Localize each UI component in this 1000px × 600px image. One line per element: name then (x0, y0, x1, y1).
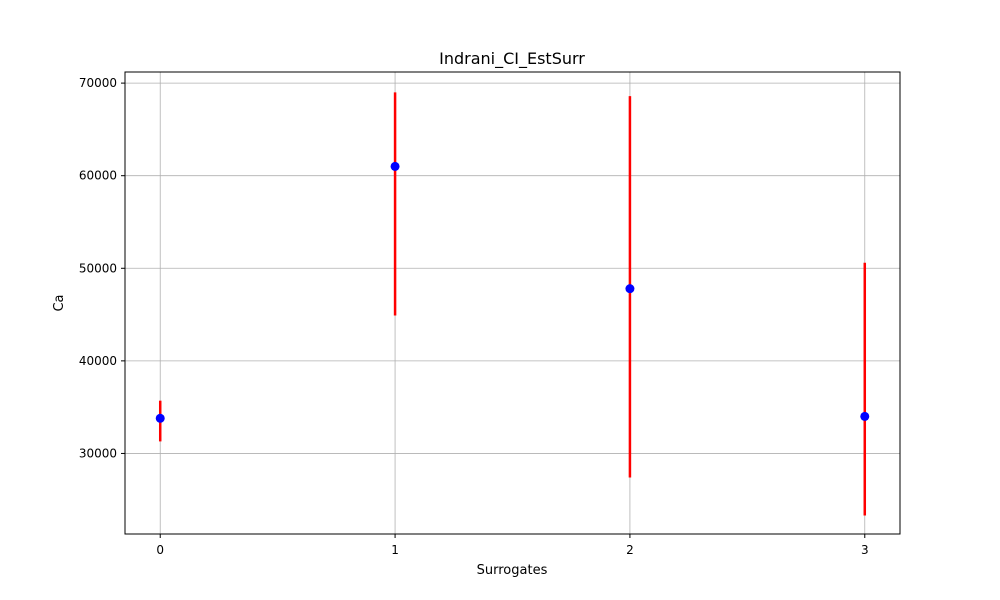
x-tick-label: 0 (156, 543, 164, 557)
y-tick-label: 60000 (79, 169, 117, 183)
data-point (860, 411, 870, 421)
y-tick-label: 30000 (79, 446, 117, 460)
data-points (155, 161, 870, 423)
data-point (625, 284, 635, 294)
data-point (390, 161, 400, 171)
error-bars (158, 92, 867, 516)
y-tick-label: 40000 (79, 354, 117, 368)
y-tick-label: 70000 (79, 76, 117, 90)
y-tick-label: 50000 (79, 261, 117, 275)
data-point (155, 413, 165, 423)
axis-ticks: 0 1 2 3 30000 40000 50000 60000 70000 (79, 76, 869, 557)
x-axis-label: Surrogates (477, 563, 548, 578)
grid-lines (125, 72, 900, 534)
y-axis-label: Ca (52, 294, 67, 311)
chart-title: Indrani_CI_EstSurr (439, 49, 585, 69)
plot-frame (124, 71, 901, 535)
x-tick-label: 2 (626, 543, 634, 557)
x-tick-label: 1 (391, 543, 399, 557)
x-tick-label: 3 (861, 543, 869, 557)
